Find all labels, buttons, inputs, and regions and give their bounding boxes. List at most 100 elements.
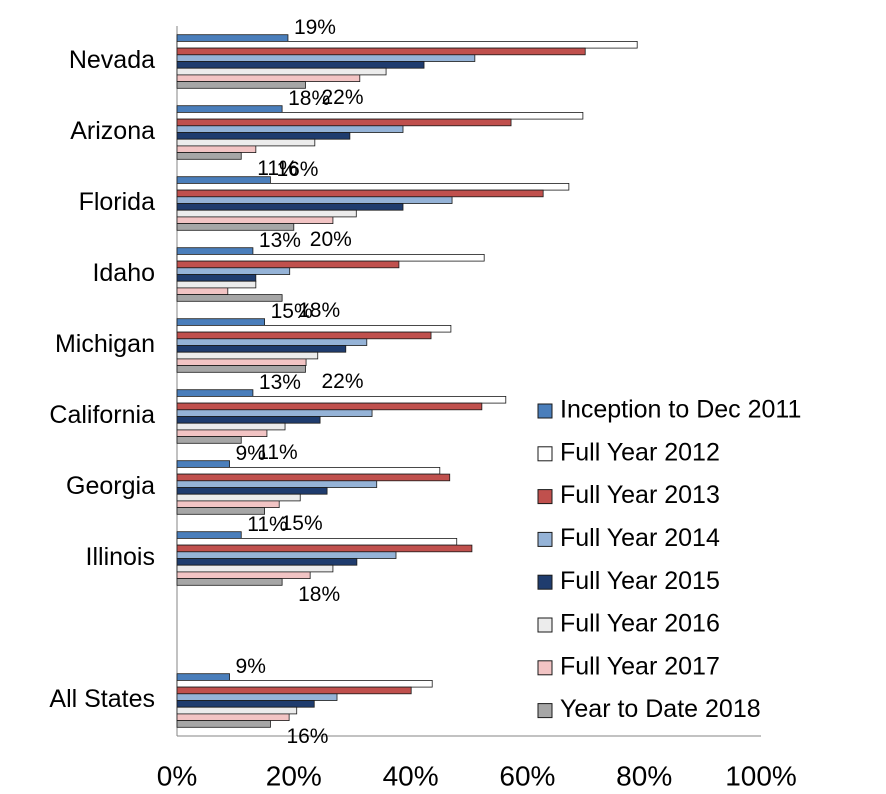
legend-label: Full Year 2017	[560, 652, 720, 680]
y-tick-label: All States	[49, 685, 155, 713]
data-label: 19%	[294, 16, 336, 39]
data-label: 18%	[298, 583, 340, 606]
bar	[176, 487, 328, 495]
bar	[176, 54, 476, 62]
bar	[176, 713, 290, 722]
bar	[176, 280, 257, 289]
bar	[176, 223, 295, 231]
bar	[176, 318, 265, 326]
bar	[176, 693, 338, 701]
bar	[176, 41, 638, 49]
bar	[176, 351, 319, 360]
bar	[176, 389, 254, 397]
legend-swatch	[537, 574, 553, 590]
legend-swatch	[537, 489, 553, 505]
legend-label: Inception to Dec 2011	[560, 396, 801, 424]
bar	[176, 460, 230, 468]
legend-swatch	[537, 660, 553, 676]
bar	[176, 34, 289, 42]
bar	[176, 209, 357, 218]
data-label: 11%	[257, 157, 297, 180]
data-label: 13%	[259, 371, 301, 394]
y-tick-label: Illinois	[86, 543, 155, 571]
bar	[176, 81, 306, 89]
data-label: 11%	[247, 513, 287, 536]
x-tick-label: 60%	[499, 760, 555, 791]
bar	[176, 686, 412, 695]
y-tick-label: Arizona	[70, 117, 155, 145]
bar	[176, 551, 397, 559]
bar	[176, 429, 268, 437]
bar	[176, 706, 298, 715]
bar	[176, 189, 544, 198]
bar	[176, 324, 452, 333]
legend-label: Full Year 2015	[560, 567, 720, 595]
bar	[176, 365, 306, 373]
bar	[176, 74, 361, 83]
bar	[176, 152, 242, 160]
bar	[176, 493, 301, 502]
bar	[176, 138, 316, 147]
bar	[176, 196, 453, 204]
y-tick-label: California	[49, 401, 155, 429]
bar	[176, 338, 368, 346]
x-tick-label: 100%	[725, 760, 797, 791]
data-label: 16%	[276, 158, 318, 181]
data-label: 18%	[288, 87, 330, 110]
legend-swatch	[537, 446, 553, 462]
bar	[176, 544, 473, 553]
y-tick-label: Florida	[79, 188, 156, 216]
legend-label: Full Year 2012	[560, 438, 720, 466]
bar	[176, 125, 404, 133]
legend-label: Full Year 2016	[560, 610, 720, 638]
bar	[176, 294, 283, 302]
bar	[176, 112, 584, 120]
data-label: 13%	[259, 229, 301, 252]
bar	[176, 260, 400, 269]
bar	[176, 216, 334, 224]
bar	[176, 67, 387, 76]
bar	[176, 61, 425, 69]
data-label: 11%	[257, 441, 297, 464]
y-tick-label: Idaho	[92, 259, 155, 287]
bar	[176, 409, 373, 417]
data-label: 20%	[310, 228, 352, 251]
bar	[176, 700, 315, 708]
bar	[176, 358, 307, 366]
data-label: 22%	[321, 370, 363, 393]
bar	[176, 105, 283, 113]
bar	[176, 345, 347, 353]
y-tick-label: Nevada	[69, 46, 155, 74]
legend-swatch	[537, 703, 553, 719]
bar	[176, 118, 512, 127]
x-tick-label: 0%	[157, 760, 197, 791]
bar	[176, 473, 451, 482]
bar	[176, 680, 433, 688]
bar	[176, 176, 271, 184]
bar	[176, 182, 570, 191]
y-tick-label: Georgia	[66, 472, 155, 500]
bar	[176, 267, 291, 275]
bar	[176, 720, 271, 728]
data-label: 22%	[321, 86, 363, 109]
bar	[176, 673, 230, 681]
legend-label: Full Year 2014	[560, 524, 720, 552]
bar	[176, 500, 280, 508]
x-tick-label: 80%	[616, 760, 672, 791]
bar	[176, 531, 242, 539]
bar	[176, 145, 257, 153]
bar	[176, 247, 254, 255]
data-label: 15%	[281, 512, 323, 535]
bar	[176, 416, 321, 424]
bar	[176, 480, 378, 488]
data-label: 15%	[271, 300, 313, 323]
bar	[176, 466, 441, 475]
bar	[176, 253, 485, 262]
data-label: 9%	[236, 655, 266, 678]
bar	[176, 331, 432, 340]
y-tick-label: Michigan	[55, 330, 155, 358]
x-tick-label: 40%	[383, 760, 439, 791]
bar	[176, 47, 586, 56]
legend-swatch	[537, 617, 553, 633]
